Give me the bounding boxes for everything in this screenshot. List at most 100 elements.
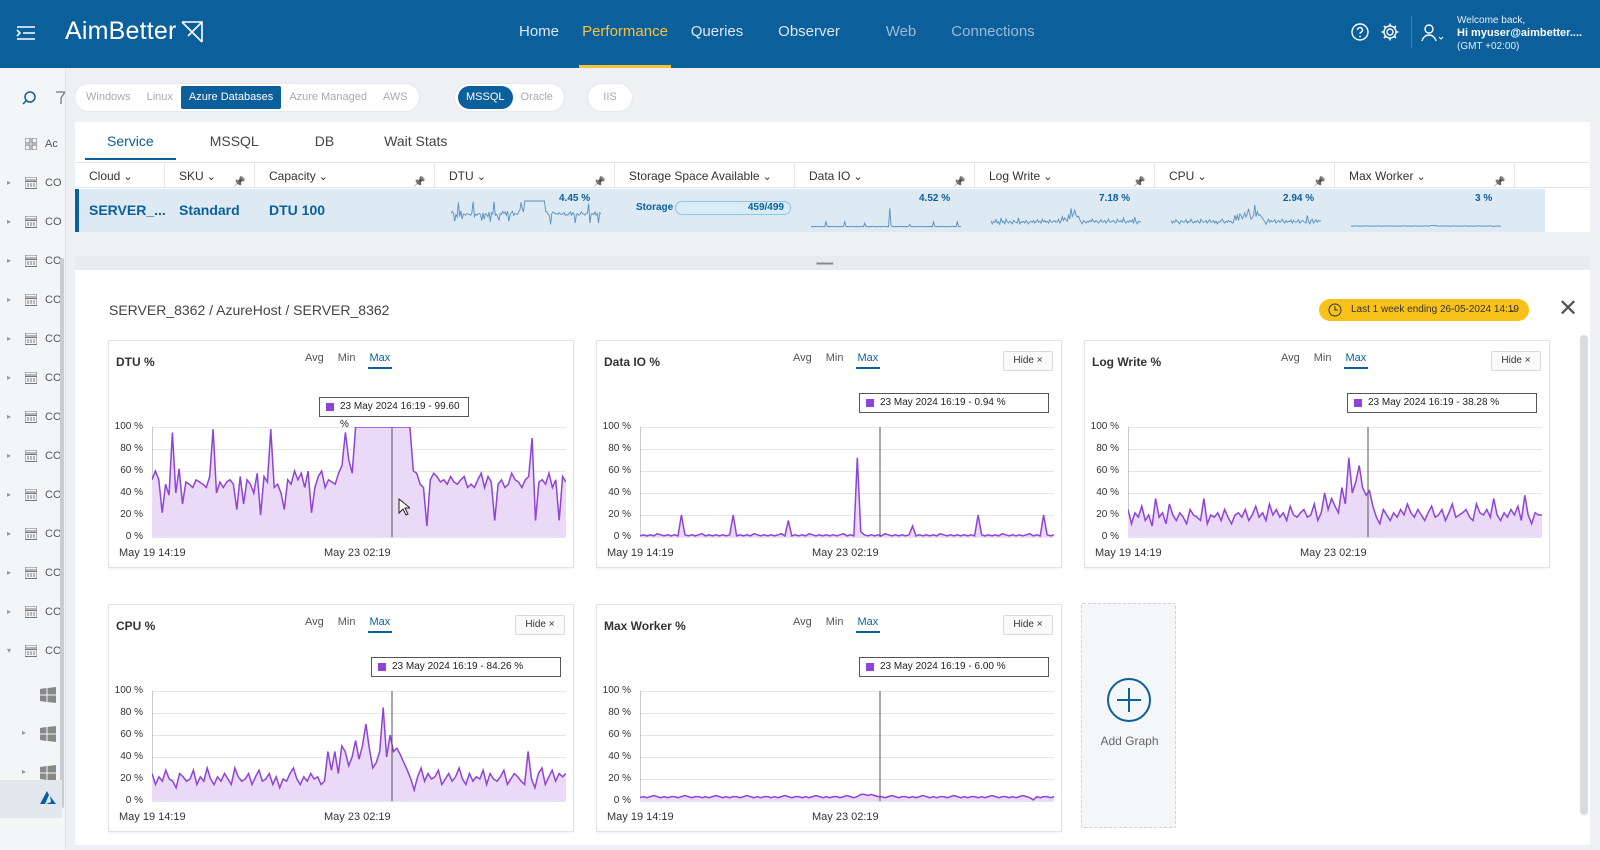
sidebar-item-server[interactable]: ▸ CO (0, 555, 62, 591)
chevron-right-icon[interactable]: ▸ (7, 178, 12, 187)
column-header-capacity[interactable]: Capacity ⌄ 📌 (255, 163, 435, 189)
column-header-storage[interactable]: Storage Space Available ⌄ (615, 163, 795, 189)
pin-icon[interactable]: 📌 (1493, 177, 1506, 188)
menu-toggle-icon[interactable] (15, 22, 37, 44)
mode-min[interactable]: Min (337, 616, 356, 628)
mode-max[interactable]: Max (855, 616, 881, 633)
mode-avg[interactable]: Avg (305, 352, 324, 364)
chevron-right-icon[interactable]: ▸ (22, 728, 27, 737)
column-header-maxworker[interactable]: Max Worker ⌄ 📌 (1335, 163, 1515, 189)
tab-service[interactable]: Service (85, 122, 176, 160)
pin-icon[interactable]: 📌 (953, 177, 966, 188)
cloud-cell[interactable]: SERVER_... (89, 202, 166, 218)
filter-linux[interactable]: Linux (146, 91, 173, 103)
sidebar-item-server[interactable]: ▸ CO (0, 516, 62, 552)
mode-avg[interactable]: Avg (1281, 352, 1300, 364)
chevron-right-icon[interactable]: ▸ (7, 412, 12, 421)
hide-graph-button[interactable]: Hide × (1003, 351, 1053, 371)
drag-handle-icon[interactable]: ▪▪▪▪▪▪▪▪▪ (816, 259, 834, 268)
mode-min[interactable]: Min (825, 352, 844, 364)
help-icon[interactable] (1350, 22, 1370, 42)
mode-min[interactable]: Min (337, 352, 356, 364)
sidebar-item-azure[interactable] (0, 780, 62, 818)
chevron-right-icon[interactable]: ▸ (22, 767, 27, 776)
filter-azure-databases[interactable]: Azure Databases (180, 86, 282, 109)
sidebar-item-windows-host[interactable]: ▸ (0, 715, 62, 751)
sidebar-item-server[interactable]: ▸ CO (0, 204, 62, 240)
mode-avg[interactable]: Avg (793, 616, 812, 628)
mode-avg[interactable]: Avg (793, 352, 812, 364)
mode-avg[interactable]: Avg (305, 616, 324, 628)
filter-oracle[interactable]: Oracle (520, 91, 553, 103)
sidebar-item-server[interactable]: ▸ CO (0, 282, 62, 318)
chevron-right-icon[interactable]: ▾ (7, 646, 12, 655)
nav-home[interactable]: Home (518, 23, 559, 40)
chart-plot-area[interactable] (640, 691, 1054, 805)
panel-splitter[interactable]: ▪▪▪▪▪▪▪▪▪ (75, 256, 1590, 270)
mode-min[interactable]: Min (825, 616, 844, 628)
chart-plot-area[interactable] (152, 691, 566, 805)
filter-icon[interactable] (55, 90, 65, 106)
column-header-logwrite[interactable]: Log Write ⌄ 📌 (975, 163, 1155, 189)
sidebar-item-server[interactable]: ▸ CO (0, 438, 62, 474)
column-header-dataio[interactable]: Data IO ⌄ 📌 (795, 163, 975, 189)
chevron-right-icon[interactable]: ▸ (7, 217, 12, 226)
mode-max[interactable]: Max (367, 616, 393, 633)
mode-max[interactable]: Max (855, 352, 881, 369)
chevron-right-icon[interactable]: ▸ (7, 256, 12, 265)
column-header-cpu[interactable]: CPU ⌄ 📌 (1155, 163, 1335, 189)
column-header-dtu[interactable]: DTU ⌄ 📌 (435, 163, 615, 189)
chevron-right-icon[interactable]: ▸ (7, 334, 12, 343)
filter-windows[interactable]: Windows (86, 91, 131, 103)
nav-web[interactable]: Web (885, 23, 917, 40)
sidebar-item-server[interactable]: ▸ CO (0, 243, 62, 279)
mode-max[interactable]: Max (1343, 352, 1369, 369)
sidebar-item-server[interactable]: ▸ CO (0, 165, 62, 201)
chevron-right-icon[interactable]: ▸ (7, 451, 12, 460)
chevron-right-icon[interactable]: ▸ (7, 568, 12, 577)
chevron-right-icon[interactable]: ▸ (7, 373, 12, 382)
sidebar-scrollbar[interactable] (60, 258, 64, 808)
chart-plot-area[interactable] (1128, 427, 1542, 541)
tab-wait-stats[interactable]: Wait Stats (384, 133, 448, 149)
detail-scrollbar[interactable] (1580, 335, 1588, 815)
pin-icon[interactable]: 📌 (1313, 177, 1326, 188)
pin-icon[interactable]: 📌 (1133, 177, 1146, 188)
column-header-sku[interactable]: SKU ⌄ 📌 (165, 163, 255, 189)
chevron-right-icon[interactable]: ▸ (7, 295, 12, 304)
date-range-picker[interactable]: Last 1 week ending 26-05-2024 14:19 ⌄ (1319, 299, 1529, 321)
chart-plot-area[interactable] (640, 427, 1054, 541)
pin-icon[interactable]: 📌 (233, 177, 246, 188)
sidebar-item-server[interactable]: ▸ CO (0, 399, 62, 435)
filter-azure-managed[interactable]: Azure Managed (289, 91, 367, 103)
pin-icon[interactable]: 📌 (413, 177, 426, 188)
pin-icon[interactable]: 📌 (593, 177, 606, 188)
column-header-cloud[interactable]: Cloud ⌄ (75, 163, 165, 189)
chart-plot-area[interactable] (152, 427, 566, 541)
nav-connections[interactable]: Connections (951, 23, 1035, 40)
sidebar-item-server[interactable]: ▸ CO (0, 477, 62, 513)
add-graph-button[interactable]: Add Graph (1081, 603, 1176, 828)
filter-mssql[interactable]: MSSQL (458, 86, 513, 109)
mode-max[interactable]: Max (367, 352, 393, 369)
sidebar-item-windows-host[interactable]: ▸ (0, 754, 62, 790)
table-row[interactable]: SERVER_... Standard DTU 100 4.45 % Stora… (75, 189, 1545, 232)
filter-iis[interactable]: IIS (603, 91, 617, 103)
hide-graph-button[interactable]: Hide × (515, 615, 565, 635)
sidebar-item-all[interactable]: Ac (0, 126, 62, 162)
sidebar-item-windows-host[interactable] (0, 676, 62, 712)
search-icon[interactable] (21, 90, 37, 106)
sidebar-item-server[interactable]: ▸ CO (0, 321, 62, 357)
welcome-block[interactable]: Welcome back, Hi myuser@aimbetter.... (G… (1457, 14, 1582, 53)
sidebar-item-server[interactable]: ▸ CO (0, 360, 62, 396)
tab-db[interactable]: DB (314, 133, 335, 149)
nav-performance[interactable]: Performance (579, 0, 671, 68)
hide-graph-button[interactable]: Hide × (1003, 615, 1053, 635)
hide-graph-button[interactable]: Hide × (1491, 351, 1541, 371)
chevron-right-icon[interactable]: ▸ (7, 607, 12, 616)
chevron-right-icon[interactable]: ▸ (7, 490, 12, 499)
filter-aws[interactable]: AWS (382, 91, 408, 103)
close-icon[interactable]: ✕ (1558, 295, 1579, 322)
nav-observer[interactable]: Observer (778, 23, 840, 40)
sidebar-item-server[interactable]: ▸ CO (0, 594, 62, 630)
